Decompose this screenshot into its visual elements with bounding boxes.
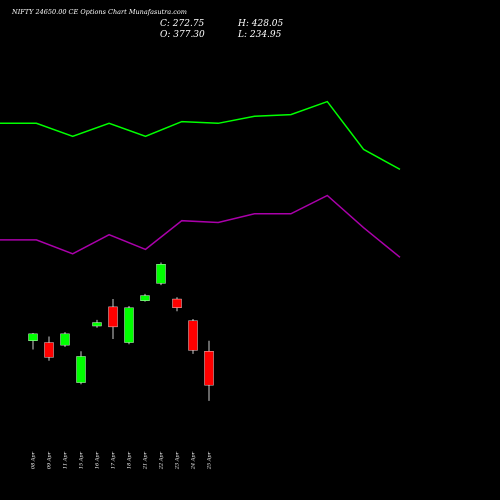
x-tick-label: 25 Apr bbox=[207, 451, 213, 470]
candle-1 bbox=[44, 336, 54, 361]
candle-11 bbox=[204, 340, 214, 401]
low-value: L: 234.95 bbox=[237, 30, 282, 40]
lower-band-line bbox=[0, 194, 401, 258]
candle-5 bbox=[108, 299, 118, 340]
candle-7 bbox=[140, 293, 150, 302]
upper-band-line bbox=[0, 100, 401, 171]
x-tick-label: 09 Apr bbox=[47, 451, 53, 469]
x-tick-label: 23 Apr bbox=[175, 451, 181, 470]
candle-10 bbox=[188, 319, 198, 354]
candle-9 bbox=[172, 297, 182, 312]
candle-0 bbox=[28, 332, 38, 350]
x-tick-label: 24 Apr bbox=[191, 451, 197, 470]
x-axis-ticks: 08 Apr 09 Apr 11 Apr 15 Apr 16 Apr 17 Apr 18 A… bbox=[31, 451, 213, 470]
candle-body bbox=[60, 333, 70, 346]
chart-title: NIFTY 24650.00 CE Options Chart Munafasu… bbox=[11, 8, 187, 16]
candle-8 bbox=[156, 262, 166, 286]
high-value: H: 428.05 bbox=[237, 19, 284, 29]
x-tick-label: 15 Apr bbox=[79, 451, 85, 469]
x-tick-label: 11 Apr bbox=[63, 451, 69, 469]
candle-body bbox=[156, 264, 166, 284]
candle-2 bbox=[60, 332, 70, 347]
candle-body bbox=[44, 342, 54, 358]
candle-body bbox=[140, 295, 150, 301]
candle-body bbox=[92, 322, 102, 327]
candle-4 bbox=[92, 319, 102, 328]
x-tick-label: 22 Apr bbox=[159, 451, 165, 470]
x-tick-label: 16 Apr bbox=[95, 451, 101, 469]
candle-3 bbox=[76, 351, 86, 385]
x-tick-label: 17 Apr bbox=[111, 451, 117, 469]
candle-6 bbox=[124, 306, 134, 345]
open-value: O: 377.30 bbox=[160, 30, 205, 40]
candle-body bbox=[76, 356, 86, 383]
x-tick-label: 21 Apr bbox=[143, 451, 149, 470]
band-lines bbox=[0, 100, 401, 258]
candle-body bbox=[188, 320, 198, 351]
candle-body bbox=[28, 333, 38, 341]
x-tick-label: 08 Apr bbox=[31, 451, 37, 469]
candle-body bbox=[172, 298, 182, 308]
candles bbox=[28, 262, 214, 401]
candle-body bbox=[124, 307, 134, 343]
candle-body bbox=[204, 351, 214, 386]
close-value: C: 272.75 bbox=[160, 19, 205, 29]
x-tick-label: 18 Apr bbox=[127, 451, 133, 469]
candle-body bbox=[108, 306, 118, 328]
